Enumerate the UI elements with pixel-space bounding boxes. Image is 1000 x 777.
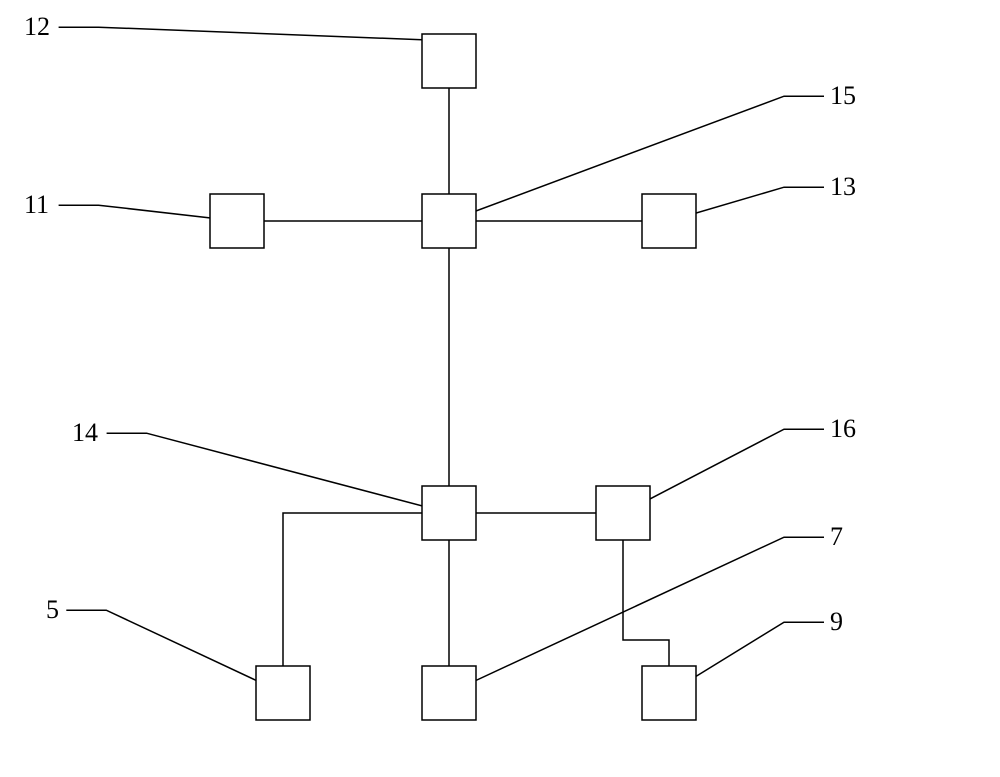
label-l9: 9 [830,607,843,636]
node-n15 [422,194,476,248]
labels-layer: 12 11 15 13 14 16 5 7 9 [24,12,856,636]
node-n5 [256,666,310,720]
leader-l12 [59,27,428,40]
label-l14: 14 [72,418,98,447]
leaders-layer [59,27,824,693]
node-n16 [596,486,650,540]
node-n7 [422,666,476,720]
edge-n14-n5 [283,513,422,666]
label-l11: 11 [24,190,49,219]
leader-l5 [66,610,283,693]
leader-l15 [449,96,824,221]
label-l13: 13 [830,172,856,201]
label-l16: 16 [830,414,856,443]
node-n9 [642,666,696,720]
node-n12 [422,34,476,88]
edge-n16-n9 [623,540,669,666]
edges-layer [264,88,669,666]
label-l12: 12 [24,12,50,41]
node-n14 [422,486,476,540]
label-l7: 7 [830,522,843,551]
leader-l16 [623,429,824,513]
leader-l7 [449,537,824,693]
leader-l14 [107,433,449,513]
node-n13 [642,194,696,248]
node-n11 [210,194,264,248]
label-l15: 15 [830,81,856,110]
label-l5: 5 [46,595,59,624]
